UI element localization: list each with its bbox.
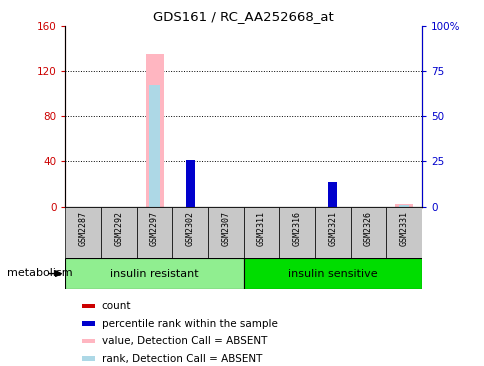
Bar (185, 160, 194, 207)
Bar (314, 207, 350, 258)
Text: GSM2287: GSM2287 (78, 211, 88, 246)
Text: insulin sensitive: insulin sensitive (287, 269, 377, 279)
Bar (328, 182, 336, 207)
Text: GSM2302: GSM2302 (185, 211, 195, 246)
Bar (328, 201, 336, 207)
Text: insulin resistant: insulin resistant (110, 269, 198, 279)
Bar (172, 207, 208, 258)
Bar (394, 204, 412, 207)
Bar (65, 258, 243, 289)
Bar (82, 321, 95, 326)
Bar (398, 205, 408, 207)
Text: GSM2326: GSM2326 (363, 211, 372, 246)
Text: count: count (102, 301, 131, 311)
Bar (149, 85, 160, 207)
Title: GDS161 / RC_AA252668_at: GDS161 / RC_AA252668_at (153, 10, 333, 23)
Text: GSM2311: GSM2311 (257, 211, 266, 246)
Text: GSM2321: GSM2321 (328, 211, 337, 246)
Bar (243, 207, 279, 258)
Text: GSM2307: GSM2307 (221, 211, 230, 246)
Bar (208, 207, 243, 258)
Text: GSM2316: GSM2316 (292, 211, 301, 246)
Text: rank, Detection Call = ABSENT: rank, Detection Call = ABSENT (102, 354, 261, 364)
Text: GSM2292: GSM2292 (114, 211, 123, 246)
Bar (101, 207, 136, 258)
Bar (145, 54, 163, 207)
Bar (185, 195, 194, 207)
Text: GSM2297: GSM2297 (150, 211, 159, 246)
Text: value, Detection Call = ABSENT: value, Detection Call = ABSENT (102, 336, 267, 346)
Bar (243, 258, 421, 289)
Bar (82, 356, 95, 361)
Bar (82, 304, 95, 308)
Bar (350, 207, 385, 258)
Bar (65, 207, 101, 258)
Bar (82, 339, 95, 343)
Bar (385, 207, 421, 258)
Text: metabolism: metabolism (7, 268, 73, 279)
Text: percentile rank within the sample: percentile rank within the sample (102, 318, 277, 329)
Text: GSM2331: GSM2331 (399, 211, 408, 246)
Bar (279, 207, 314, 258)
Bar (136, 207, 172, 258)
